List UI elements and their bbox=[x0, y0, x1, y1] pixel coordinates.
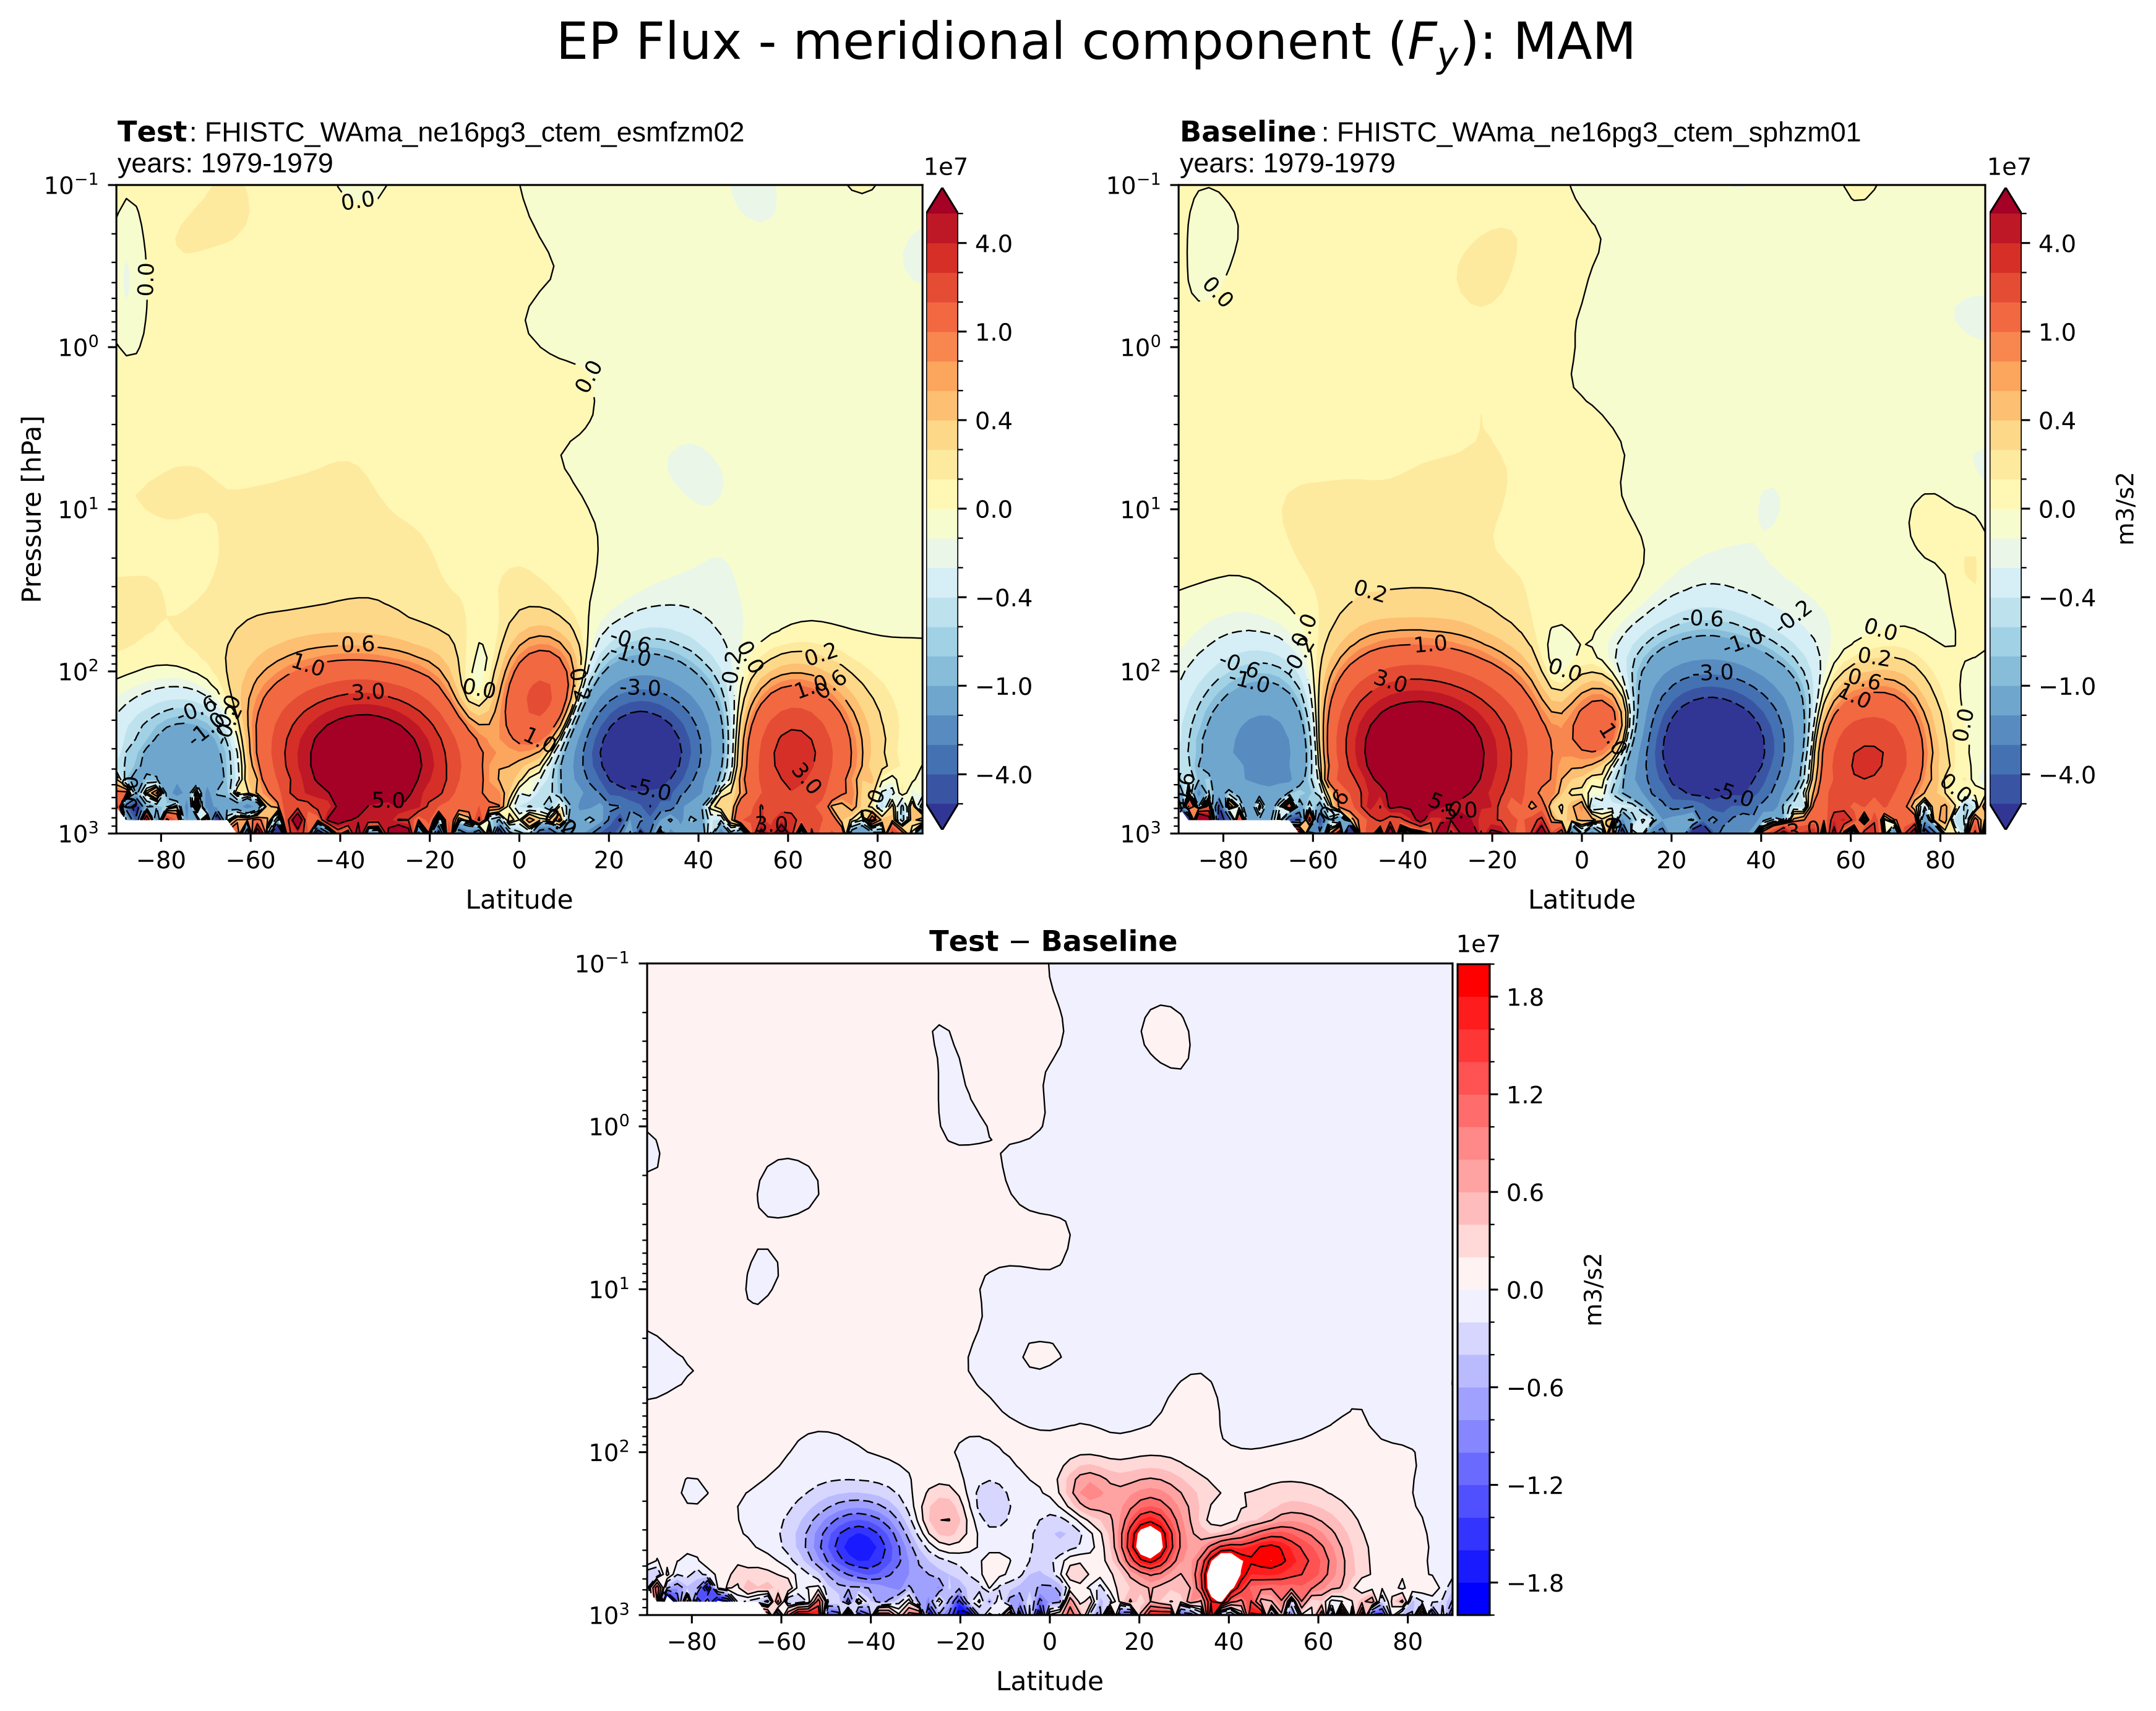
svg-text:years: 1979-1979: years: 1979-1979 bbox=[118, 148, 333, 179]
svg-text:: FHISTC_WAma_ne16pg3_ctem_esm: : FHISTC_WAma_ne16pg3_ctem_esmfzm02 bbox=[189, 117, 744, 148]
svg-text:years: 1979-1979: years: 1979-1979 bbox=[1180, 148, 1396, 179]
svg-text:: FHISTC_WAma_ne16pg3_ctem_sph: : FHISTC_WAma_ne16pg3_ctem_sphzm01 bbox=[1321, 117, 1862, 148]
